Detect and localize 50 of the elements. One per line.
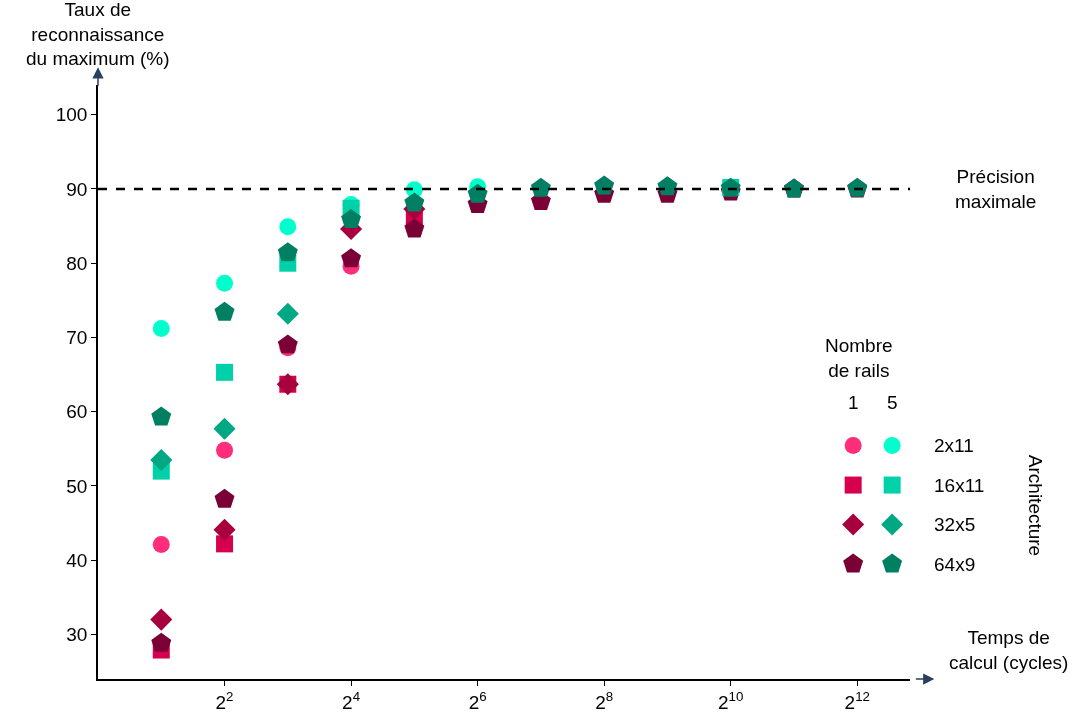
x-tick-label: 2$^{12}$ [844,688,870,713]
text: Architecture [1024,454,1046,557]
y-tick-label: 90 [66,178,88,200]
point [341,208,362,228]
point [151,632,172,652]
point [341,248,362,268]
point [657,176,678,196]
legend-label: 2x11 [934,435,974,456]
point [151,406,172,426]
point [594,175,615,195]
point [216,441,234,459]
legend-title: Nombre de rails [825,335,893,381]
y-axis-title: Taux de reconnaissance du maximum (%) [26,0,170,70]
point [276,302,299,325]
point [216,274,234,292]
y-tick-label: 60 [66,401,88,423]
x-tick-label: 2$^{2}$ [215,688,234,713]
legend-label: 32x5 [934,514,976,535]
point [152,320,170,338]
point [279,218,297,236]
point [150,448,173,472]
point [404,192,425,212]
x-tick-label: 2$^{8}$ [595,688,614,713]
point [467,183,488,203]
x-tick-label: 2$^{6}$ [468,688,487,713]
point [530,177,551,197]
point [213,417,236,440]
point [214,301,235,321]
x-axis-title: Temps de calcul (cycles) [949,627,1069,673]
point [213,518,236,541]
legend-label: 64x9 [934,554,976,575]
y-tick-label: 80 [66,252,88,274]
point [277,334,298,354]
legend-label: 16x11 [934,475,985,496]
annotation: 5 [887,392,898,413]
point [152,536,170,554]
y-tick-label: 100 [55,104,88,126]
x-tick-label: 2$^{10}$ [718,688,744,713]
point [404,218,425,238]
y-tick-label: 70 [66,327,88,349]
y-tick-label: 30 [66,624,88,646]
y-tick-label: 40 [66,549,88,571]
point [277,242,298,262]
point [150,608,173,631]
y-tick-label: 50 [66,475,88,497]
ref-line-label: Précision maximale [955,166,1037,212]
x-tick-label: 2$^{4}$ [342,688,361,713]
point [214,488,235,508]
annotation: 1 [848,392,859,413]
point [216,363,234,381]
